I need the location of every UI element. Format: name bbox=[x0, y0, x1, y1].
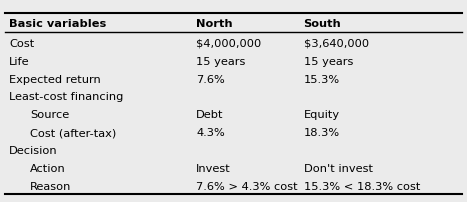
Text: Cost: Cost bbox=[9, 39, 35, 49]
Text: 15 years: 15 years bbox=[304, 56, 353, 66]
Text: Decision: Decision bbox=[9, 145, 58, 155]
Text: Basic variables: Basic variables bbox=[9, 19, 106, 29]
Text: 7.6% > 4.3% cost: 7.6% > 4.3% cost bbox=[196, 181, 298, 191]
Text: Debt: Debt bbox=[196, 110, 224, 120]
Text: North: North bbox=[196, 19, 233, 29]
Text: Don't invest: Don't invest bbox=[304, 163, 373, 173]
Text: Reason: Reason bbox=[30, 181, 72, 191]
Text: 15 years: 15 years bbox=[196, 56, 246, 66]
Text: South: South bbox=[304, 19, 341, 29]
Text: 15.3%: 15.3% bbox=[304, 74, 340, 84]
Text: $3,640,000: $3,640,000 bbox=[304, 39, 368, 49]
Text: Expected return: Expected return bbox=[9, 74, 101, 84]
Text: Cost (after-tax): Cost (after-tax) bbox=[30, 127, 117, 138]
Text: 18.3%: 18.3% bbox=[304, 127, 340, 138]
Text: Source: Source bbox=[30, 110, 70, 120]
Text: 15.3% < 18.3% cost: 15.3% < 18.3% cost bbox=[304, 181, 420, 191]
Text: 7.6%: 7.6% bbox=[196, 74, 225, 84]
Text: Invest: Invest bbox=[196, 163, 231, 173]
Text: 4.3%: 4.3% bbox=[196, 127, 225, 138]
Text: Life: Life bbox=[9, 56, 30, 66]
Text: Equity: Equity bbox=[304, 110, 340, 120]
Text: $4,000,000: $4,000,000 bbox=[196, 39, 262, 49]
Text: Action: Action bbox=[30, 163, 66, 173]
Text: Least-cost financing: Least-cost financing bbox=[9, 92, 124, 102]
